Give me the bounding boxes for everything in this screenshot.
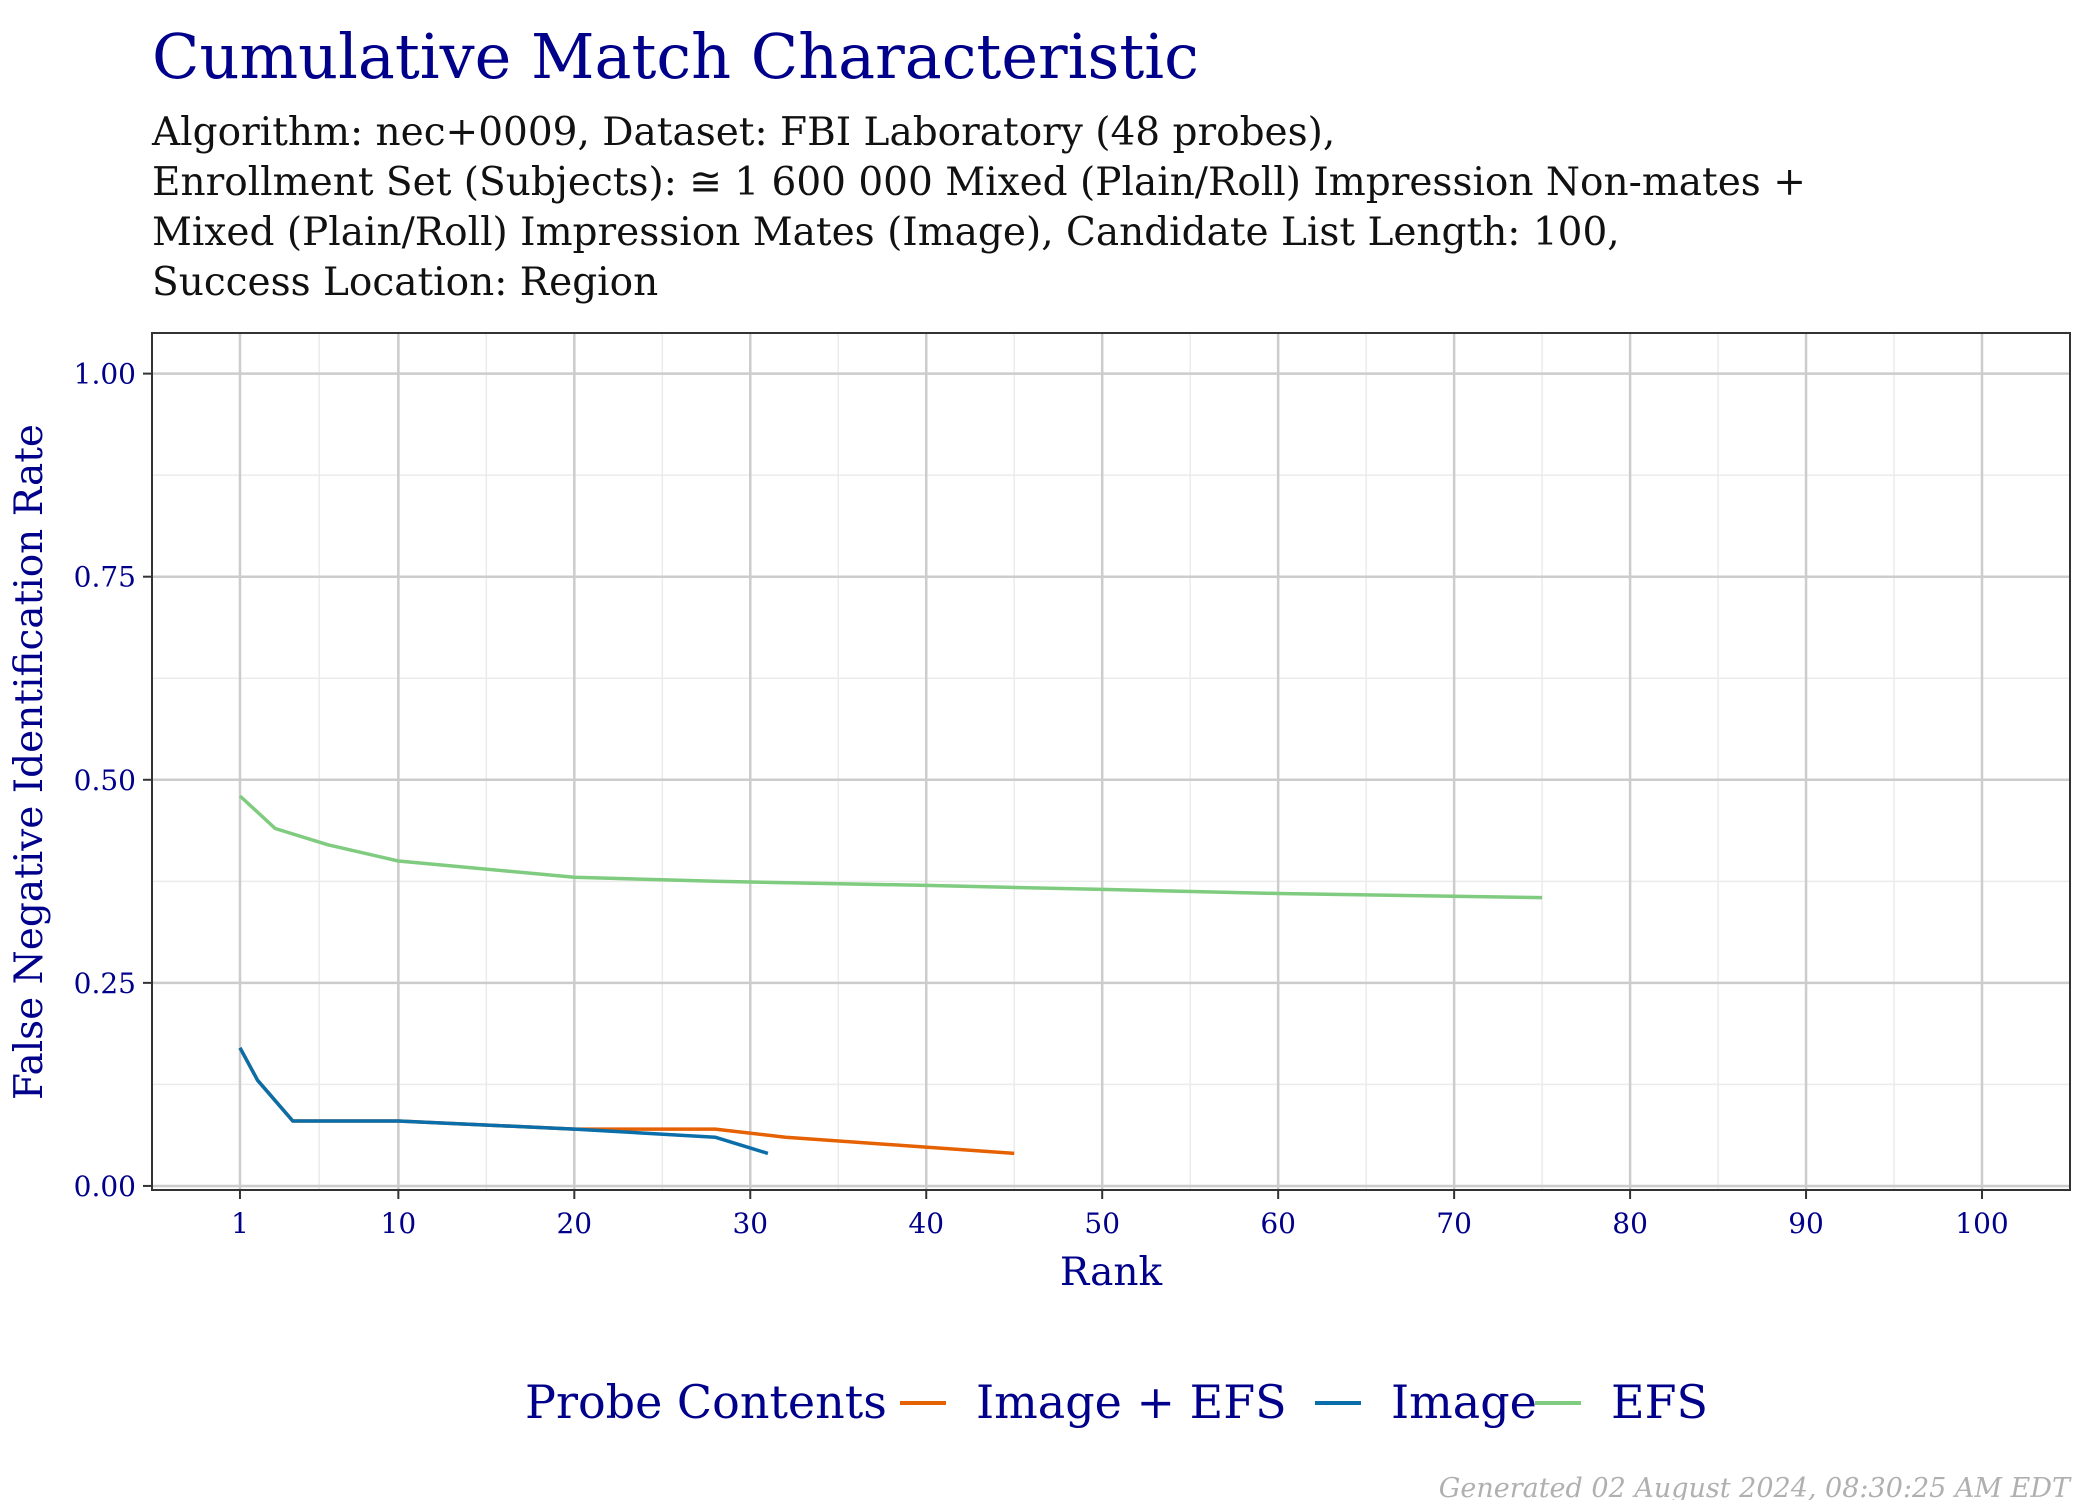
chart-title: Cumulative Match Characteristic xyxy=(152,20,1199,93)
x-axis-title: Rank xyxy=(1060,1250,1163,1295)
legend-label: Image + EFS xyxy=(976,1375,1287,1429)
x-tick-label: 80 xyxy=(1612,1207,1648,1240)
x-tick-label: 1 xyxy=(231,1207,249,1240)
x-tick-label: 20 xyxy=(556,1207,592,1240)
legend: Probe Contents Image + EFS Image EFS xyxy=(525,1375,1708,1429)
subtitle-line: Algorithm: nec+0009, Dataset: FBI Labora… xyxy=(151,110,1335,155)
series-line-efs xyxy=(238,794,1543,900)
subtitle-line: Enrollment Set (Subjects): ≅ 1 600 000 M… xyxy=(152,160,1806,205)
chart-subtitle: Algorithm: nec+0009, Dataset: FBI Labora… xyxy=(151,110,1806,305)
series-lines xyxy=(238,794,1543,1156)
legend-label: EFS xyxy=(1611,1375,1708,1429)
y-axis: 0.00 0.25 0.50 0.75 1.00 xyxy=(74,358,152,1203)
major-gridlines xyxy=(152,333,2070,1190)
subtitle-line: Success Location: Region xyxy=(152,260,658,305)
legend-label: Image xyxy=(1391,1375,1537,1429)
x-tick-label: 30 xyxy=(732,1207,768,1240)
y-tick-label: 0.50 xyxy=(74,764,136,797)
legend-title: Probe Contents xyxy=(525,1375,887,1429)
plot-border xyxy=(151,332,2071,1191)
x-tick-label: 90 xyxy=(1788,1207,1824,1240)
y-axis-title: False Negative Identification Rate xyxy=(7,424,52,1100)
minor-gridlines xyxy=(152,333,2070,1190)
x-tick-label: 60 xyxy=(1260,1207,1296,1240)
y-tick-label: 0.75 xyxy=(74,561,136,594)
y-tick-label: 0.00 xyxy=(74,1170,136,1203)
x-axis: 1 10 20 30 40 50 60 70 80 90 100 xyxy=(231,1190,2009,1240)
generated-timestamp: Generated 02 August 2024, 08:30:25 AM ED… xyxy=(1439,1473,2072,1500)
x-tick-label: 70 xyxy=(1436,1207,1472,1240)
series-line-image xyxy=(238,1046,769,1156)
x-tick-label: 100 xyxy=(1955,1207,2008,1240)
x-tick-label: 10 xyxy=(381,1207,417,1240)
y-tick-label: 0.25 xyxy=(74,967,136,1000)
x-tick-label: 50 xyxy=(1084,1207,1120,1240)
x-tick-label: 40 xyxy=(908,1207,944,1240)
subtitle-line: Mixed (Plain/Roll) Impression Mates (Ima… xyxy=(152,210,1620,255)
plot-panel xyxy=(152,333,2070,1190)
y-tick-label: 1.00 xyxy=(74,358,136,391)
